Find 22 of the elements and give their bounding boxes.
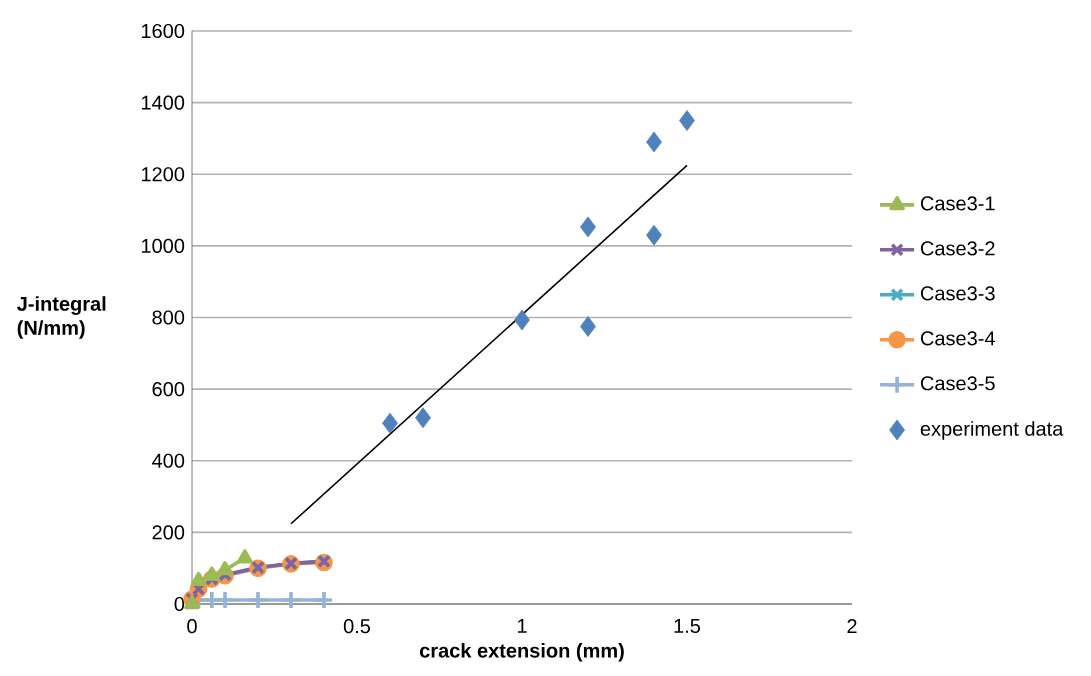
y-tick-label: 1000 [141,238,185,253]
x-tick-label: 1 [517,619,527,633]
y-tick-label: 1200 [141,167,185,182]
legend-label: Case3-2 [920,241,995,256]
legend-label: Case3-3 [920,286,995,301]
y-tick-label: 400 [152,453,185,468]
legend-label: Case3-1 [920,196,995,211]
legend-label: Case3-4 [920,331,995,346]
y-tick-label: 1400 [141,95,185,110]
x-tick-label: 0.5 [343,619,371,634]
y-tick-label: 800 [152,310,185,325]
y-tick-label: 0 [174,596,185,612]
y-axis-title: J-integral (N/mm) [17,296,106,339]
x-tick-label: 2 [847,619,857,634]
legend-label: Case3-5 [920,376,995,391]
y-tick-label: 1600 [141,23,185,39]
legend-label: experiment data [920,421,1064,440]
x-tick-label: 0 [187,619,197,634]
y-tick-label: 600 [152,382,185,397]
x-tick-label: 1.5 [674,619,701,634]
x-axis-title: crack extension (mm) [419,642,624,662]
y-tick-label: 200 [152,525,185,540]
